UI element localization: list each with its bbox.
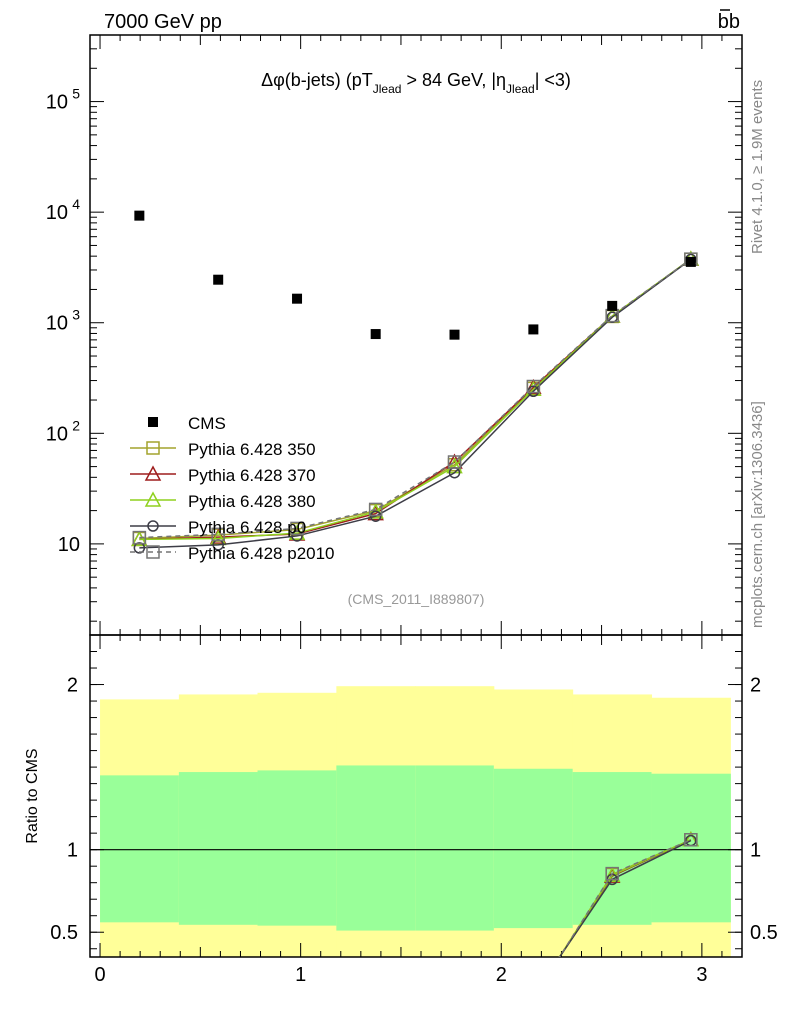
data-point bbox=[211, 527, 225, 542]
process-label: bb bbox=[718, 11, 740, 33]
legend-marker bbox=[144, 491, 162, 507]
ratio-series-pythia-6-428-p2010 bbox=[558, 833, 698, 957]
data-point bbox=[449, 329, 460, 340]
y-tick-exponent: 5 bbox=[72, 86, 80, 102]
legend-marker bbox=[146, 441, 160, 455]
legend-marker bbox=[148, 417, 158, 427]
ratio-point bbox=[684, 833, 698, 847]
y-tick-exponent: 4 bbox=[72, 196, 80, 212]
data-point bbox=[134, 210, 145, 221]
legend-label: Pythia 6.428 p0 bbox=[188, 518, 306, 537]
data-point bbox=[526, 379, 541, 394]
data-point bbox=[292, 293, 303, 304]
ratio-frame bbox=[89, 634, 743, 958]
y-tick-exponent: 2 bbox=[72, 417, 80, 433]
series-line bbox=[139, 258, 692, 541]
ratio-y-tick-label: 0.5 bbox=[50, 922, 78, 944]
legend-label: Pythia 6.428 p2010 bbox=[188, 544, 335, 563]
data-point bbox=[607, 300, 618, 311]
legend-label: Pythia 6.428 380 bbox=[188, 492, 316, 511]
data-point bbox=[528, 324, 539, 335]
ratio-point bbox=[605, 866, 619, 881]
mcplots-label: mcplots.cern.ch [arXiv:1306.3436] bbox=[749, 401, 766, 628]
x-tick-label: 1 bbox=[295, 964, 306, 986]
series-pythia-6-428-p2010 bbox=[132, 252, 698, 545]
ratio-line bbox=[558, 839, 692, 957]
ratio-point bbox=[603, 866, 621, 883]
green-uncertainty-band bbox=[415, 765, 495, 931]
energy-label: 7000 GeV pp bbox=[104, 11, 222, 33]
legend-marker bbox=[147, 520, 159, 532]
ratio-y-tick-label-right: 0.5 bbox=[750, 922, 778, 944]
ratio-series bbox=[558, 831, 700, 957]
green-uncertainty-band bbox=[178, 772, 259, 925]
data-point bbox=[368, 502, 383, 517]
ratio-bands bbox=[100, 686, 731, 957]
legend-label: Pythia 6.428 370 bbox=[188, 466, 316, 485]
data-point bbox=[685, 256, 696, 267]
legend: CMS Pythia 6.428 350 Pythia 6.428 370 Pythi… bbox=[130, 414, 335, 563]
data-point bbox=[370, 329, 381, 340]
legend-marker bbox=[146, 545, 160, 559]
legend-label: Pythia 6.428 350 bbox=[188, 440, 316, 459]
legend-label: CMS bbox=[188, 414, 226, 433]
plot-title: Δφ(b-jets) (pTJlead > 84 GeV, |ηJlead| <… bbox=[261, 70, 571, 96]
ratio-panel: 0 1 2 3 0.5 0.5 1 1 2 2 Ratio to CMS bbox=[24, 634, 778, 986]
series-line bbox=[139, 258, 692, 539]
analysis-label: (CMS_2011_I889807) bbox=[348, 591, 485, 607]
ratio-y-tick-label-right: 2 bbox=[750, 675, 761, 697]
ratio-y-axis-label: Ratio to CMS bbox=[24, 748, 41, 843]
series-pythia-6-428-p0 bbox=[133, 253, 697, 554]
y-tick-label: 10 bbox=[46, 202, 68, 224]
data-point bbox=[447, 455, 462, 469]
green-uncertainty-band bbox=[651, 773, 731, 923]
ratio-y-tick-label: 1 bbox=[67, 840, 78, 862]
data-point bbox=[291, 530, 303, 542]
y-tick-label: 10 bbox=[58, 534, 80, 556]
data-point bbox=[369, 510, 382, 522]
green-uncertainty-band bbox=[257, 770, 337, 926]
data-point bbox=[131, 530, 148, 547]
green-uncertainty-band bbox=[100, 775, 180, 923]
ratio-line bbox=[558, 839, 692, 957]
data-point bbox=[213, 274, 224, 285]
y-tick-label: 10 bbox=[46, 423, 68, 445]
series-line bbox=[139, 258, 692, 549]
green-uncertainty-band bbox=[572, 772, 653, 925]
x-tick-label: 2 bbox=[496, 964, 507, 986]
green-uncertainty-band bbox=[493, 768, 574, 929]
y-tick-label: 10 bbox=[46, 313, 68, 335]
rivet-version-label: Rivet 4.1.0, ≥ 1.9M events bbox=[749, 80, 766, 254]
y-tick-exponent: 3 bbox=[72, 307, 80, 323]
x-tick-label: 0 bbox=[94, 964, 105, 986]
ratio-y-tick-label: 2 bbox=[67, 675, 78, 697]
x-tick-label: 3 bbox=[696, 964, 707, 986]
data-point bbox=[367, 503, 384, 519]
series-cms bbox=[134, 210, 696, 340]
green-uncertainty-band bbox=[336, 765, 416, 931]
y-tick-label: 10 bbox=[46, 92, 68, 114]
data-point bbox=[132, 530, 147, 545]
legend-marker bbox=[144, 465, 162, 481]
ratio-y-tick-label-right: 1 bbox=[750, 840, 761, 862]
data-point bbox=[290, 521, 304, 536]
